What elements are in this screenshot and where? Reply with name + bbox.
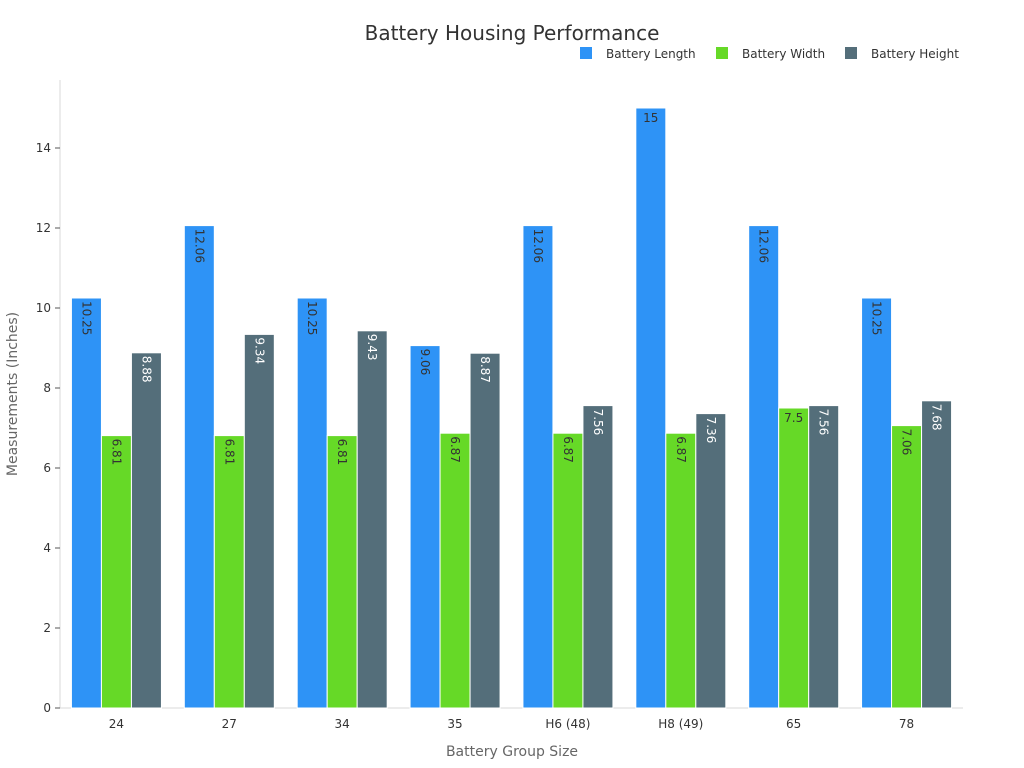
data-label: 6.87: [674, 436, 688, 463]
x-tick-label: 24: [109, 717, 124, 731]
bar-battery-length-27: [183, 225, 215, 709]
bar-battery-height-78: [921, 400, 953, 709]
data-label: 10.25: [870, 301, 884, 335]
data-label: 10.25: [305, 301, 319, 335]
data-label: 7.5: [784, 411, 803, 425]
legend-label-battery-height: Battery Height: [871, 47, 959, 61]
data-label: 12.06: [757, 229, 771, 263]
bar-battery-height-34: [356, 330, 388, 709]
data-label: 6.81: [109, 439, 123, 466]
data-label: 8.87: [478, 356, 492, 383]
bar-battery-length-34: [296, 297, 328, 709]
y-tick-label: 10: [36, 301, 51, 315]
bar-battery-height-h8-49: [695, 413, 727, 709]
data-label: 7.68: [930, 404, 944, 431]
legend-label-battery-length: Battery Length: [606, 47, 696, 61]
data-label: 12.06: [192, 229, 206, 263]
y-tick-label: 2: [43, 621, 51, 635]
x-tick-label: 65: [786, 717, 801, 731]
bar-battery-width-34: [326, 435, 358, 709]
legend: Battery Length Battery Width Battery Heigh…: [580, 47, 959, 61]
bar-battery-width-27: [213, 435, 245, 709]
data-label: 9.43: [365, 334, 379, 361]
y-tick-label: 6: [43, 461, 51, 475]
bar-battery-width-h8-49: [665, 432, 697, 709]
data-label: 7.56: [591, 409, 605, 436]
bar-battery-length-h8-49: [635, 107, 667, 709]
bar-battery-width-35: [439, 432, 471, 709]
data-label: 6.87: [561, 436, 575, 463]
x-tick-label: H8 (49): [658, 717, 703, 731]
data-label: 7.56: [817, 409, 831, 436]
y-axis-label: Measurements (Inches): [5, 312, 21, 476]
bar-battery-length-35: [409, 345, 441, 709]
bar-battery-length-24: [70, 297, 102, 709]
legend-swatch-battery-height: [845, 47, 857, 59]
data-label: 6.87: [448, 436, 462, 463]
data-label: 9.06: [418, 349, 432, 376]
legend-swatch-battery-width: [716, 47, 728, 59]
x-axis-label: Battery Group Size: [446, 744, 578, 760]
data-label: 8.88: [139, 356, 153, 383]
y-tick-label: 12: [36, 221, 51, 235]
x-tick-label: H6 (48): [545, 717, 590, 731]
x-tick-label: 27: [222, 717, 237, 731]
data-label: 12.06: [531, 229, 545, 263]
bars: [70, 107, 953, 709]
x-tick-label: 78: [899, 717, 914, 731]
chart-title: Battery Housing Performance: [365, 21, 660, 45]
x-tick-label: 34: [335, 717, 350, 731]
legend-swatch-battery-length: [580, 47, 592, 59]
data-label: 6.81: [335, 439, 349, 466]
bar-labels: 10.25 12.06 10.25 9.06 12.06 15 12.06 10.25 6.81…: [79, 111, 943, 465]
bar-battery-height-27: [243, 333, 275, 709]
x-tick-label: 35: [447, 717, 462, 731]
bar-battery-height-65: [808, 405, 840, 709]
bar-battery-length-78: [861, 297, 893, 709]
data-label: 10.25: [79, 301, 93, 335]
bar-battery-width-78: [891, 425, 923, 709]
bar-battery-length-65: [748, 225, 780, 709]
y-tick-label: 14: [36, 141, 51, 155]
y-tick-label: 0: [43, 701, 51, 715]
y-tick-label: 4: [43, 541, 51, 555]
bar-battery-height-h6-48: [582, 405, 614, 709]
bar-battery-width-24: [100, 435, 132, 709]
data-label: 15: [643, 111, 658, 125]
data-label: 7.06: [900, 429, 914, 456]
y-tick-label: 8: [43, 381, 51, 395]
bar-battery-height-35: [469, 352, 501, 709]
bar-battery-width-h6-48: [552, 432, 584, 709]
data-label: 9.34: [252, 337, 266, 364]
bar-battery-width-65: [778, 407, 810, 709]
data-label: 7.36: [704, 417, 718, 444]
data-label: 6.81: [222, 439, 236, 466]
bar-battery-height-24: [130, 352, 162, 709]
bar-battery-length-h6-48: [522, 225, 554, 709]
legend-label-battery-width: Battery Width: [742, 47, 825, 61]
